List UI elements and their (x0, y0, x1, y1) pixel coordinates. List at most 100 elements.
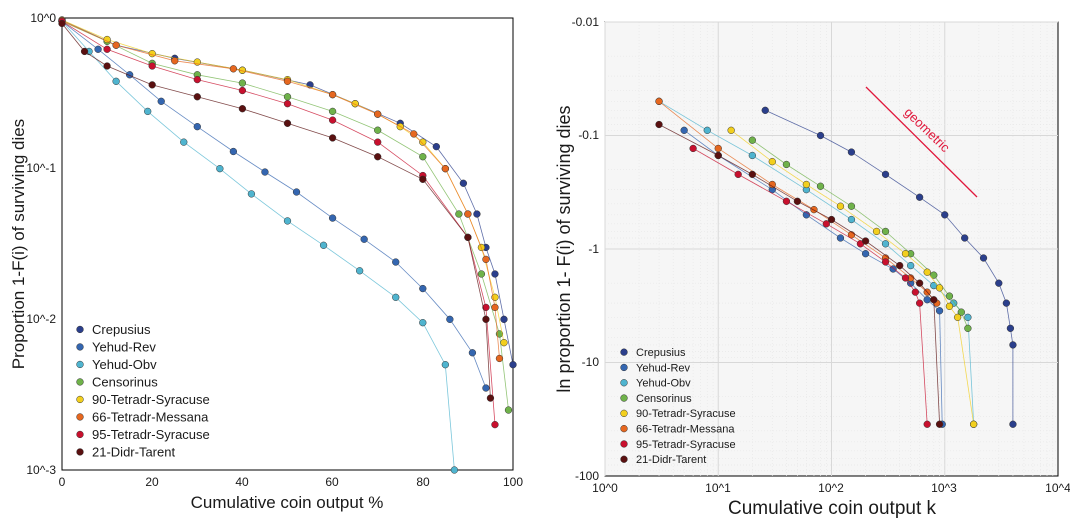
data-point-censorinus (748, 136, 756, 144)
left-x-axis-label: Cumulative coin output % (191, 493, 384, 512)
data-point-yehud-rev (836, 234, 845, 242)
right-y-tick-2: -1 (588, 242, 599, 256)
data-point-yehud-rev (328, 214, 337, 222)
right-y-tick-1: -0.1 (578, 128, 599, 142)
data-point-crepusius (941, 211, 949, 219)
data-point-66-tetradr-messana (714, 144, 722, 153)
data-point-censorinus (419, 153, 427, 161)
data-point-censorinus (964, 324, 972, 332)
data-point-21-didr-tarent (464, 233, 472, 242)
legend-marker-66-tetradr-messana (620, 425, 628, 433)
data-point-21-didr-tarent (148, 81, 156, 89)
data-point-21-didr-tarent (283, 119, 292, 127)
data-point-95-tetradr-syracuse (328, 116, 337, 124)
data-point-yehud-rev (292, 188, 301, 196)
data-point-crepusius (881, 170, 890, 179)
data-point-yehud-obv (356, 267, 364, 275)
data-point-yehud-rev (261, 168, 269, 176)
series-line-95-tetradr-syracuse (692, 148, 928, 425)
series-line-21-didr-tarent (658, 124, 940, 425)
data-point-yehud-rev (680, 126, 688, 134)
legend-label-21-didr-tarent: 21-Didr-Tarent (92, 445, 175, 460)
legend-marker-95-tetradr-syracuse (620, 440, 628, 448)
data-point-yehud-obv (319, 241, 328, 249)
data-point-censorinus (930, 271, 938, 279)
data-point-crepusius (1009, 341, 1017, 349)
data-point-21-didr-tarent (930, 296, 938, 304)
legend-label-90-tetradr-syracuse: 90-Tetradr-Syracuse (92, 392, 210, 407)
data-point-66-tetradr-messana (328, 90, 337, 99)
data-point-95-tetradr-syracuse (901, 274, 910, 282)
right-grid (604, 21, 1058, 476)
data-point-66-tetradr-messana (655, 97, 663, 105)
data-point-yehud-rev (889, 265, 897, 273)
legend-label-crepusius: Crepusius (636, 347, 686, 359)
data-point-21-didr-tarent (193, 93, 201, 101)
data-point-95-tetradr-syracuse (283, 100, 292, 108)
data-point-90-tetradr-syracuse (945, 302, 954, 310)
legend-marker-90-tetradr-syracuse (620, 409, 628, 418)
left-x-tick-4: 80 (416, 475, 430, 489)
data-point-yehud-rev (482, 384, 490, 392)
data-point-crepusius (961, 234, 969, 242)
legend-label-yehud-rev: Yehud-Rev (636, 362, 691, 374)
data-point-yehud-obv (180, 138, 188, 146)
data-point-crepusius (459, 179, 468, 187)
series-line-censorinus (752, 139, 969, 329)
data-point-yehud-obv (881, 240, 890, 248)
left-chart: 0 20 40 60 80 100 10^-3 10^-2 10^-1 10^0… (9, 11, 523, 512)
data-point-21-didr-tarent (935, 420, 944, 428)
data-point-yehud-obv (907, 261, 915, 270)
data-point-censorinus (238, 79, 247, 87)
data-point-censorinus (328, 107, 337, 116)
left-series-group (58, 16, 517, 474)
data-point-95-tetradr-syracuse (482, 303, 490, 312)
legend-label-yehud-obv: Yehud-Obv (636, 378, 691, 390)
right-y-tick-3: -10 (582, 355, 600, 369)
data-point-21-didr-tarent (486, 394, 495, 402)
data-point-crepusius (816, 131, 825, 140)
right-x-tick-4: 10^4 (1045, 481, 1070, 495)
series-yehud-obv (58, 17, 459, 474)
series-95-tetradr-syracuse (689, 144, 931, 428)
data-point-yehud-obv (847, 215, 856, 224)
data-point-90-tetradr-syracuse (802, 180, 811, 189)
legend-label-censorinus: Censorinus (636, 393, 692, 405)
data-point-95-tetradr-syracuse (491, 420, 499, 429)
legend-label-yehud-rev: Yehud-Rev (92, 340, 156, 355)
data-point-21-didr-tarent (80, 47, 89, 56)
right-x-tick-1: 10^1 (705, 481, 731, 495)
data-point-censorinus (847, 202, 856, 210)
data-point-crepusius (1006, 324, 1015, 332)
data-point-66-tetradr-messana (810, 205, 818, 214)
legend-marker-crepusius (76, 325, 84, 334)
data-point-yehud-obv (450, 466, 459, 474)
series-line-yehud-obv (61, 21, 455, 471)
data-point-21-didr-tarent (861, 237, 870, 245)
right-x-axis-label: Cumulative coin output k (728, 498, 937, 519)
left-y-tick-0: 10^-3 (26, 463, 56, 477)
data-point-95-tetradr-syracuse (734, 170, 742, 179)
data-point-yehud-obv (392, 293, 400, 301)
left-x-tick-3: 60 (325, 475, 339, 489)
data-point-yehud-obv (247, 190, 256, 198)
data-point-crepusius (491, 270, 499, 278)
data-point-yehud-obv (964, 313, 972, 321)
data-point-66-tetradr-messana (374, 110, 382, 118)
data-point-90-tetradr-syracuse (872, 227, 881, 236)
data-point-95-tetradr-syracuse (915, 299, 924, 307)
data-point-90-tetradr-syracuse (901, 250, 910, 258)
data-point-95-tetradr-syracuse (148, 62, 156, 70)
data-point-95-tetradr-syracuse (782, 197, 791, 205)
data-point-95-tetradr-syracuse (689, 144, 697, 153)
right-y-tick-0: -0.01 (572, 15, 600, 29)
left-x-tick-2: 40 (235, 475, 249, 489)
right-x-tick-0: 10^0 (592, 481, 618, 495)
legend-label-66-tetradr-messana: 66-Tetradr-Messana (636, 424, 735, 436)
legend-marker-21-didr-tarent (76, 448, 84, 456)
data-point-crepusius (1002, 299, 1011, 307)
data-point-yehud-obv (419, 319, 427, 327)
legend-label-90-tetradr-syracuse: 90-Tetradr-Syracuse (636, 408, 736, 420)
data-point-censorinus (477, 270, 486, 278)
